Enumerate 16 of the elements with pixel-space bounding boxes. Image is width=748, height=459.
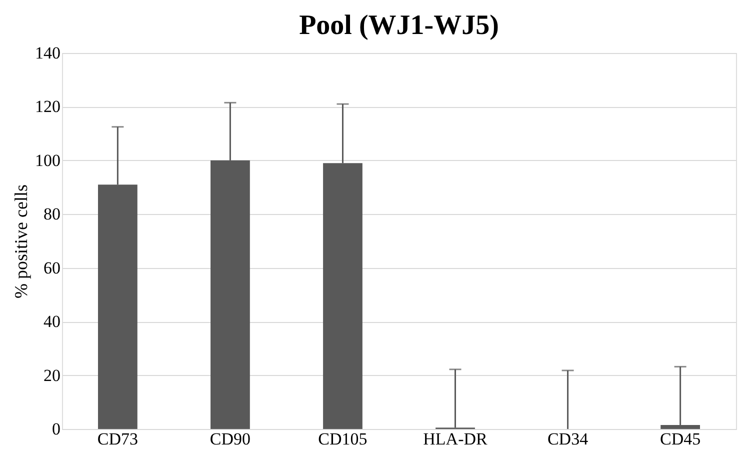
x-tick-label: CD34 — [547, 430, 589, 448]
x-tick-label: CD105 — [318, 430, 368, 448]
y-tick-label: 60 — [44, 258, 60, 278]
y-axis-title: % positive cells — [11, 184, 31, 298]
x-tick-label: CD45 — [660, 430, 701, 448]
y-tick-label: 140 — [35, 44, 60, 62]
y-tick-label: 40 — [44, 312, 60, 332]
y-tick-label: 120 — [35, 97, 60, 116]
chart-title: Pool (WJ1-WJ5) — [299, 10, 499, 41]
x-tick-label: HLA-DR — [423, 430, 488, 448]
y-tick-label: 100 — [35, 150, 60, 170]
y-tick-label: 20 — [44, 366, 60, 385]
x-tick-label: CD73 — [97, 430, 138, 448]
y-tick-label: 80 — [44, 204, 60, 224]
y-tick-label: 0 — [52, 420, 60, 438]
x-tick-label: CD90 — [210, 430, 251, 448]
